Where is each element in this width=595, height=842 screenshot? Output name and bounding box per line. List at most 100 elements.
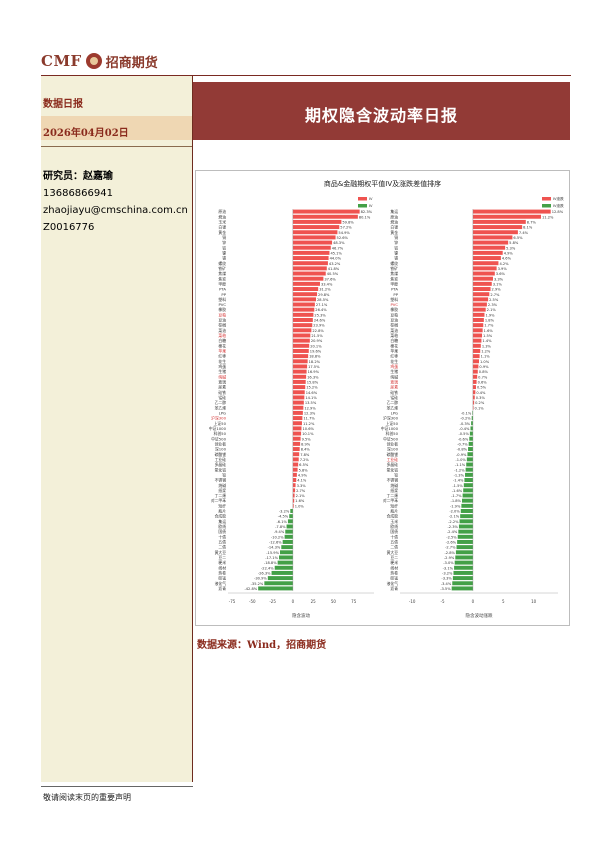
category-label: 合成胶 xyxy=(215,514,227,519)
category-label: 白银 xyxy=(390,225,398,230)
chart-bar xyxy=(472,240,509,245)
category-label: 科创50 xyxy=(214,431,227,436)
value-label: -2.0% xyxy=(449,510,460,514)
category-label: 铅 xyxy=(222,472,226,477)
category-label: 沪深300 xyxy=(383,416,398,421)
chart-bar xyxy=(292,354,309,359)
category-label: 热卷 xyxy=(390,571,398,576)
value-label: -2.9% xyxy=(444,556,455,560)
chart-bar xyxy=(472,287,491,291)
category-label: 线材 xyxy=(390,565,398,570)
chart-bar xyxy=(472,281,492,286)
value-label: -2.6% xyxy=(446,541,457,545)
chart-bar xyxy=(292,493,295,498)
category-label: 中证1000 xyxy=(381,426,399,431)
analyst-email[interactable]: zhaojiayu@cmschina.com.cn xyxy=(43,205,188,216)
chart-bar xyxy=(457,539,473,544)
chart-bar xyxy=(460,514,473,519)
chart-bar xyxy=(292,312,314,317)
value-label: -1.2% xyxy=(454,468,465,472)
chart-canvas: 原油 82.3%燃油 80.1%玉米 59.8%白银 57.2%黄金 54.9%铜 52.6… xyxy=(209,196,564,619)
category-label: 硅铁 xyxy=(218,390,226,395)
tick-label: -75 xyxy=(229,599,236,604)
category-label: 甲醇 xyxy=(218,281,226,286)
category-label: 创业板 xyxy=(387,441,399,446)
chart-bar xyxy=(292,338,310,343)
value-label: 8.1% xyxy=(523,226,533,230)
chart-bar xyxy=(472,343,481,348)
category-label: 鸡蛋 xyxy=(218,364,226,369)
category-label: 沪深300 xyxy=(211,416,226,421)
category-label: PTA xyxy=(219,287,226,292)
chart-bar xyxy=(292,488,296,493)
value-label: 0.1% xyxy=(475,406,485,410)
value-label: -1.9% xyxy=(450,504,461,508)
category-label: 黄金 xyxy=(390,230,398,235)
value-label: 57.2% xyxy=(340,226,352,230)
chart-bar xyxy=(458,529,473,534)
chart-bar xyxy=(472,328,483,333)
category-label: 碳酸锂 xyxy=(387,452,399,457)
chart-bar xyxy=(267,576,293,581)
category-label: 不锈钢 xyxy=(387,478,399,483)
category-label: 花生 xyxy=(218,359,226,364)
category-label: 棉花 xyxy=(218,343,226,348)
category-label: 焦炭 xyxy=(218,276,226,281)
value-label: 41.8% xyxy=(328,267,340,271)
value-label: 0.4% xyxy=(476,391,486,395)
category-label: 塑料 xyxy=(218,297,226,302)
category-label: 工业硅 xyxy=(387,457,399,462)
category-label: 丁二烯 xyxy=(215,493,227,498)
chart-bar xyxy=(292,405,304,410)
company-logo: CMF 招商期货 xyxy=(41,50,158,72)
category-label: 菜粕 xyxy=(390,333,398,338)
chart-bar xyxy=(292,379,306,384)
value-label: -10.2% xyxy=(271,535,284,539)
category-label: 玉米 xyxy=(218,219,226,224)
value-label: 2.1% xyxy=(296,494,306,498)
category-label: 集运 xyxy=(218,519,226,524)
category-label: 纸浆 xyxy=(390,488,398,493)
chart-bar xyxy=(469,431,473,436)
value-label: 2.1% xyxy=(487,308,497,312)
sidebar-divider xyxy=(192,76,193,782)
tick-label: -50 xyxy=(249,599,256,604)
analyst-license: Z0016776 xyxy=(43,222,95,233)
chart-bar xyxy=(292,209,360,214)
value-label: 52.6% xyxy=(337,236,349,240)
value-label: 59.8% xyxy=(342,220,354,224)
category-label: 短纤 xyxy=(218,503,226,508)
chart-bar xyxy=(472,374,478,379)
chart-bar xyxy=(292,441,301,446)
category-label: PTA xyxy=(391,287,398,292)
value-label: -17.1% xyxy=(265,556,278,560)
analyst-name: 研究员：赵嘉瑜 xyxy=(43,171,113,182)
category-label: 苯乙烯 xyxy=(387,405,399,410)
tick-label: 25 xyxy=(311,599,317,604)
analyst-phone: 13686866941 xyxy=(43,188,113,199)
category-label: 铝 xyxy=(394,245,398,250)
category-label: 硅锰 xyxy=(390,576,398,581)
value-label: 25.3% xyxy=(314,313,326,317)
chart-bar xyxy=(292,297,317,302)
chart-bar xyxy=(292,359,308,364)
value-label: -2.5% xyxy=(446,535,457,539)
chart-bar xyxy=(292,462,299,467)
category-label: 橡胶 xyxy=(218,307,226,312)
chart-bar xyxy=(292,483,296,488)
value-label: 1.1% xyxy=(481,355,491,359)
chart-bar xyxy=(292,261,328,266)
category-label: 硅铁 xyxy=(390,390,398,395)
chart-bar xyxy=(292,410,303,415)
value-label: 4.1% xyxy=(297,479,307,483)
category-label: 纯碱 xyxy=(218,374,226,379)
value-label: -7.8% xyxy=(275,525,286,529)
value-label: 5.8% xyxy=(509,241,519,245)
chart-bar xyxy=(292,472,297,477)
value-label: -0.3% xyxy=(460,422,471,426)
category-label: 集运 xyxy=(390,209,398,214)
category-label: 苯乙烯 xyxy=(215,405,227,410)
category-label: 欧线 xyxy=(218,524,226,529)
chart-bar xyxy=(292,467,298,472)
value-label: 1.0% xyxy=(480,360,490,364)
